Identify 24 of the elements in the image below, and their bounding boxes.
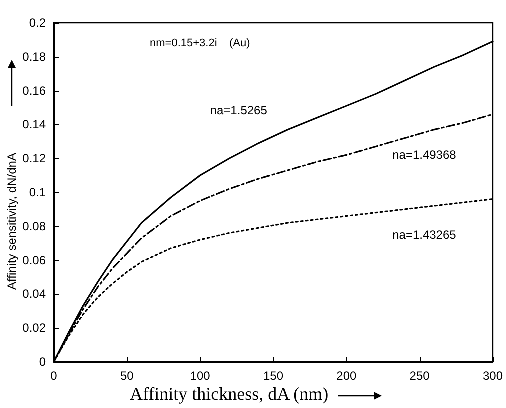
y-tick-label: 0.1 [29,186,46,200]
x-tick-label: 200 [336,369,357,383]
y-tick-label: 0.2 [29,16,46,30]
y-tick-label: 0.02 [22,321,46,336]
x-tick-label: 150 [263,369,284,383]
x-tick-label: 250 [410,369,430,383]
x-tick-label: 300 [482,369,504,383]
x-tick-label: 0 [50,369,58,383]
series-label: na=1.43265 [392,228,457,242]
y-axis-title: Affinity sensitivity, dN/dnA [5,153,19,290]
y-tick-label: 0.12 [22,152,46,166]
series-label: na=1.5265 [210,103,268,118]
y-tick-label: 0.16 [22,84,46,98]
y-tick-label: 0.06 [22,253,46,268]
y-tick-label: 0.08 [22,219,46,234]
x-tick-label: 100 [190,369,211,383]
y-tick-label: 0.18 [22,50,46,64]
y-tick-label: 0 [39,355,46,369]
y-tick-label: 0.14 [22,118,46,132]
series-label: na=1.49368 [392,148,457,162]
annotation: nm=0.15+3.2i (Au) [150,38,250,50]
x-axis-title: Affinity thickness, dA (nm) [130,384,329,404]
y-tick-label: 0.04 [22,287,46,302]
x-tick-label: 50 [120,369,134,383]
